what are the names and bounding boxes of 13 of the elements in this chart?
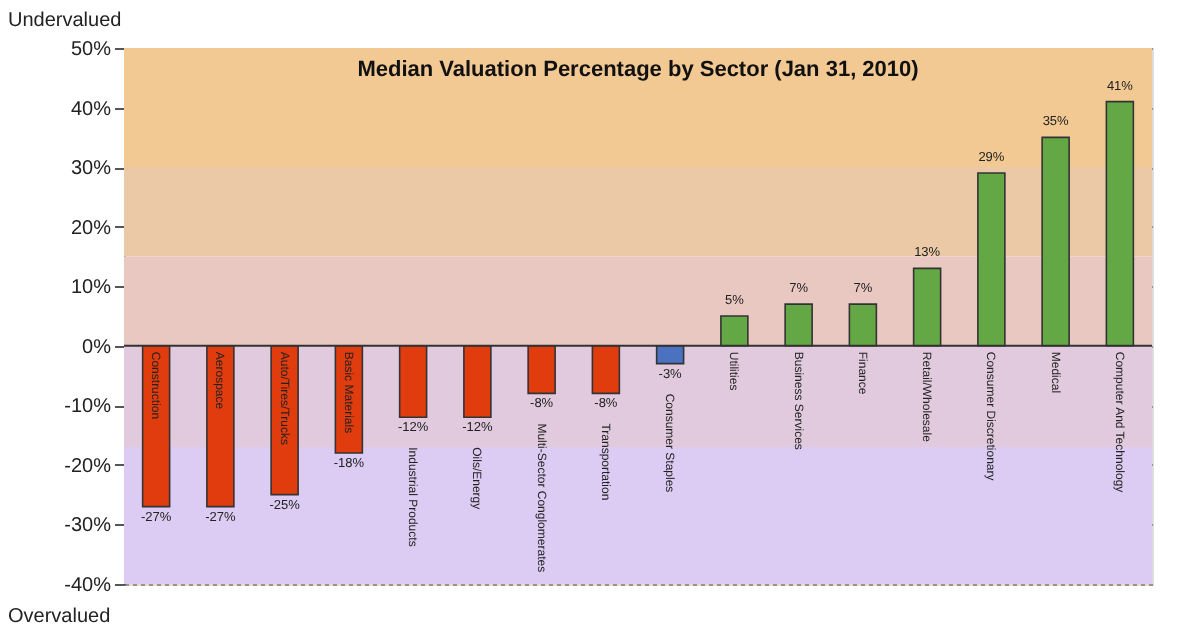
y-tick-label: -20%: [64, 455, 112, 478]
y-tick-label: 20%: [70, 217, 112, 240]
text: Undervalued: [8, 10, 122, 32]
y-tick-label: -30%: [64, 515, 112, 538]
y-tick-label: -40%: [64, 575, 112, 597]
chart-title: Median Valuation Percentage by Sector (Jan 31, 2010): [357, 58, 920, 82]
y-tick-label: -10%: [64, 396, 112, 419]
y-tick-label: 0%: [82, 336, 112, 359]
y-tick-label: 30%: [70, 158, 112, 181]
y-tick-label: 40%: [70, 98, 112, 121]
text: Overvalued: [8, 606, 111, 628]
y-tick-label: 10%: [70, 277, 112, 300]
y-tick-label: 50%: [70, 39, 112, 61]
